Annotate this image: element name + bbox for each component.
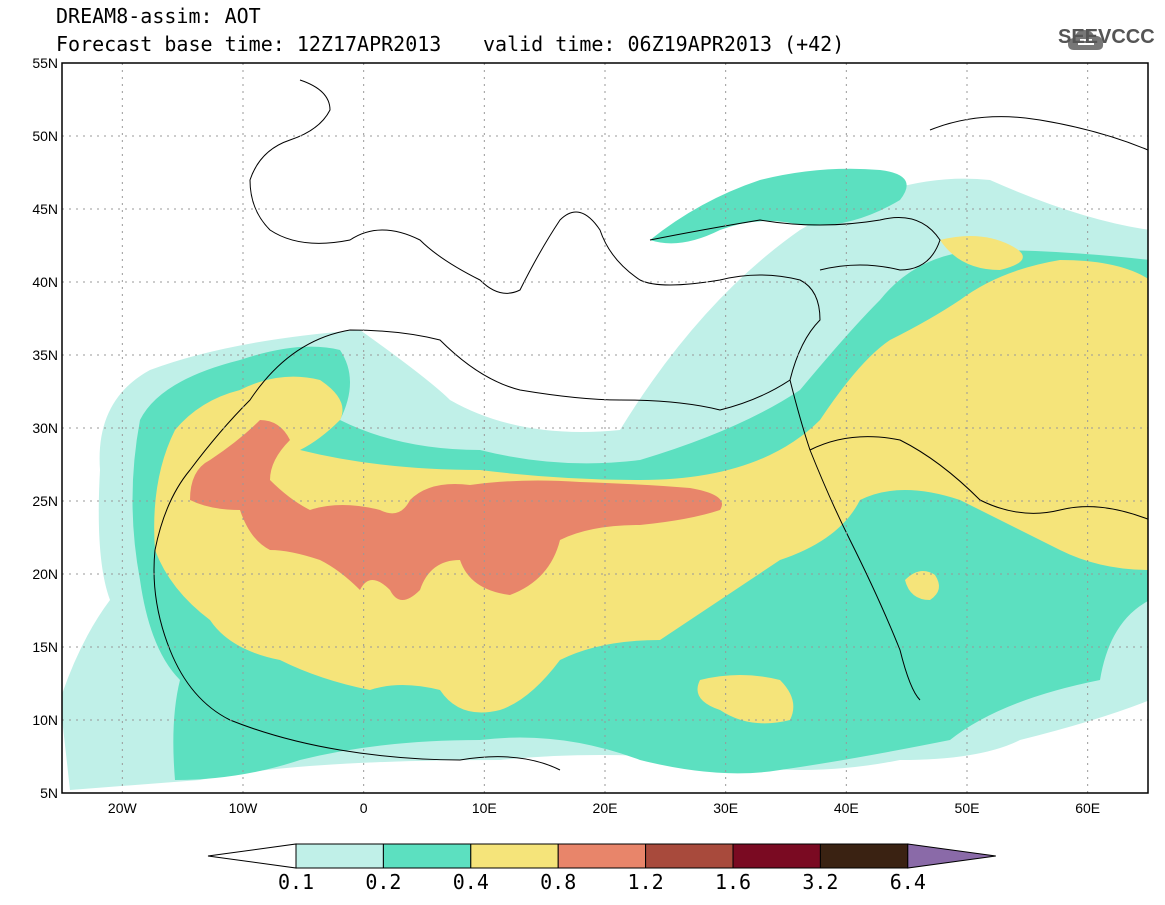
colorbar-swatch (557, 843, 647, 869)
colorbar-swatch (382, 843, 472, 869)
colorbar-swatch (645, 843, 734, 869)
x-tick-label: 10W (229, 800, 259, 816)
map-frame (61, 62, 1149, 794)
logo-text: SEEVCCC (1058, 26, 1155, 48)
colorbar-swatch (295, 843, 384, 869)
colorbar-level-label: 0.8 (540, 870, 577, 894)
y-tick-label: 20N (32, 566, 58, 582)
y-tick-label: 5N (40, 785, 58, 801)
colorbar-level-label: 3.2 (802, 870, 839, 894)
colorbar-level-label: 1.2 (627, 870, 664, 894)
coastlines (153, 79, 1148, 771)
y-tick-label: 45N (32, 201, 58, 217)
colorbar (207, 843, 996, 869)
grid (62, 63, 1148, 793)
aot-contour-0.2-north (650, 168, 907, 244)
cloud-icon (1068, 30, 1104, 50)
y-axis-labels: 55N 50N 45N 40N 35N 30N 25N 20N 15N 10N 5N (32, 55, 58, 801)
x-tick-label: 40E (834, 800, 859, 816)
colorbar-level-label: 1.6 (714, 870, 752, 894)
colorbar-level-label: 0.1 (277, 870, 315, 894)
colorbar-swatch (819, 843, 909, 869)
x-tick-label: 0 (360, 800, 368, 816)
aot-contour-0.4-ne (940, 236, 1023, 270)
x-tick-label: 20E (593, 800, 618, 816)
y-tick-label: 15N (32, 639, 58, 655)
y-tick-label: 25N (32, 493, 58, 509)
colorbar-swatch (732, 843, 821, 869)
y-tick-label: 30N (32, 420, 58, 436)
colorbar-under-arrow (207, 843, 297, 869)
y-tick-label: 50N (32, 128, 58, 144)
y-tick-label: 40N (32, 274, 58, 290)
forecast-base-time: Forecast base time: 12Z17APR2013 (56, 32, 442, 56)
y-tick-label: 10N (32, 712, 58, 728)
x-axis-labels: 20W 10W 0 10E 20E 30E 40E 50E 60E (108, 800, 1100, 816)
y-tick-label: 55N (32, 55, 58, 71)
x-tick-label: 60E (1075, 800, 1100, 816)
aot-contour-0.4-sudan (697, 675, 794, 724)
x-tick-label: 20W (108, 800, 138, 816)
page-title: DREAM8-assim: AOT (56, 4, 261, 28)
x-tick-label: 30E (713, 800, 738, 816)
x-tick-label: 50E (955, 800, 980, 816)
valid-time: valid time: 06Z19APR2013 (+42) (483, 32, 845, 56)
x-tick-label: 10E (472, 800, 497, 816)
aot-contour-0.4-arabia (905, 571, 939, 600)
colorbar-level-label: 0.2 (365, 870, 402, 894)
y-tick-label: 35N (32, 347, 58, 363)
aot-contour-0.8 (190, 420, 722, 600)
colorbar-level-label: 6.4 (889, 870, 926, 894)
colorbar-swatch (470, 843, 559, 869)
colorbar-over-arrow (907, 843, 996, 869)
colorbar-level-label: 0.4 (452, 870, 489, 894)
